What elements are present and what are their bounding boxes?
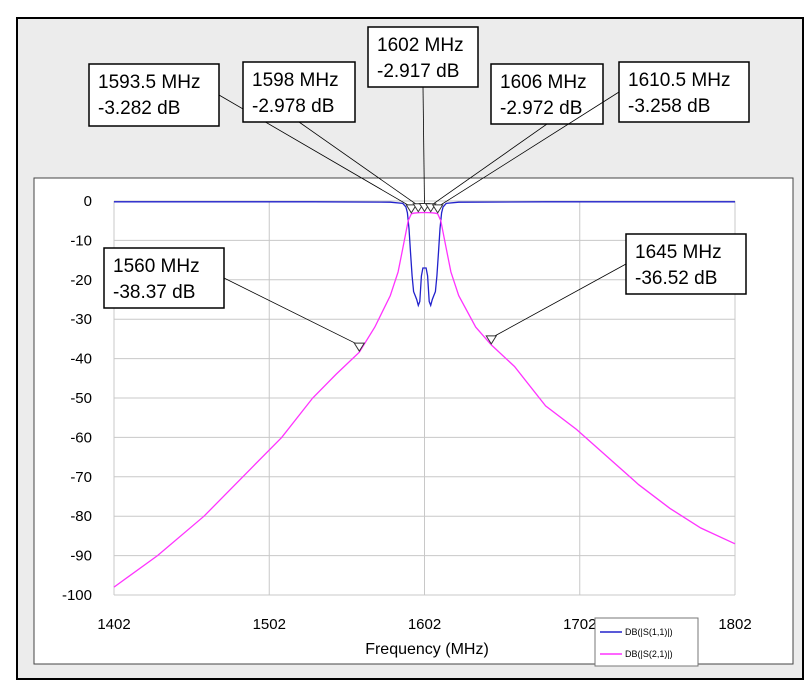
marker-triangle: [405, 204, 418, 214]
x-axis-label: Frequency (MHz): [365, 641, 489, 658]
y-tick-label: 0: [84, 193, 92, 210]
y-tick-label: -60: [70, 429, 92, 446]
y-tick-label: -80: [70, 508, 92, 525]
grid-layer: [113, 200, 736, 596]
marker-leader-line: [422, 86, 425, 206]
y-tick-label: -10: [70, 232, 92, 249]
y-tick-label: -20: [70, 272, 92, 289]
marker-label-box: [88, 63, 220, 127]
y-tick-label: -40: [70, 351, 92, 368]
legend-entry-label: DB(|S(2,1)|): [625, 649, 673, 659]
marker-freq-label: 1645 MHz: [635, 242, 722, 263]
marker-label-box: [618, 61, 750, 123]
marker-freq-label: 1610.5 MHz: [628, 70, 730, 91]
marker-freq-label: 1598 MHz: [252, 70, 339, 91]
marker-freq-label: 1606 MHz: [500, 72, 587, 93]
marker-label-box: [103, 247, 225, 309]
marker-db-label: -3.282 dB: [98, 98, 180, 119]
marker-leader-line: [298, 121, 419, 207]
x-tick-labels: 1402 1502 1602 1702 1802: [97, 616, 751, 633]
marker-leader-line: [430, 123, 548, 207]
marker-freq-label: 1593.5 MHz: [98, 72, 200, 93]
x-tick-label: 1702: [563, 616, 596, 633]
y-tick-label: -50: [70, 390, 92, 407]
series-line-1: [114, 201, 735, 308]
marker-layer: 1593.5 MHz -3.282 dB 1598 MHz -2.978 dB 1602…: [88, 26, 750, 353]
y-tick-labels: 0 -10 -20 -30 -40 -50 -60 -70 -80 -90 -100: [62, 193, 92, 604]
series-layer: [113, 201, 736, 588]
x-tick-label: 1802: [718, 616, 751, 633]
marker-leader-line: [491, 263, 627, 339]
marker-db-label: -36.52 dB: [635, 268, 717, 289]
legend[interactable]: DB(|S(1,1)|) DB(|S(2,1)|): [594, 617, 699, 667]
legend-entry-label: DB(|S(1,1)|): [625, 627, 673, 637]
y-tick-label: -90: [70, 548, 92, 565]
x-tick-label: 1602: [408, 616, 441, 633]
legend-box: [594, 617, 699, 667]
marker-db-label: -38.37 dB: [113, 282, 195, 303]
marker-leader-line: [223, 277, 360, 346]
series-line-2: [113, 211, 736, 588]
marker-triangle: [431, 204, 444, 214]
marker-freq-label: 1560 MHz: [113, 256, 200, 277]
marker-triangle: [353, 342, 366, 353]
y-tick-label: -70: [70, 469, 92, 486]
x-tick-label: 1402: [97, 616, 130, 633]
marker-label-box: [242, 61, 356, 123]
marker-db-label: -2.978 dB: [252, 96, 334, 117]
marker-leader-line: [437, 91, 620, 208]
y-tick-label: -100: [62, 587, 92, 604]
marker-label-box: [367, 26, 479, 88]
marker-triangle: [485, 335, 498, 345]
marker-db-label: -3.258 dB: [628, 96, 710, 117]
marker-db-label: -2.972 dB: [500, 98, 582, 119]
marker-freq-label: 1602 MHz: [377, 35, 464, 56]
marker-db-label: -2.917 dB: [377, 61, 459, 82]
x-tick-label: 1502: [253, 616, 286, 633]
y-tick-label: -30: [70, 311, 92, 328]
marker-label-box: [625, 233, 747, 295]
